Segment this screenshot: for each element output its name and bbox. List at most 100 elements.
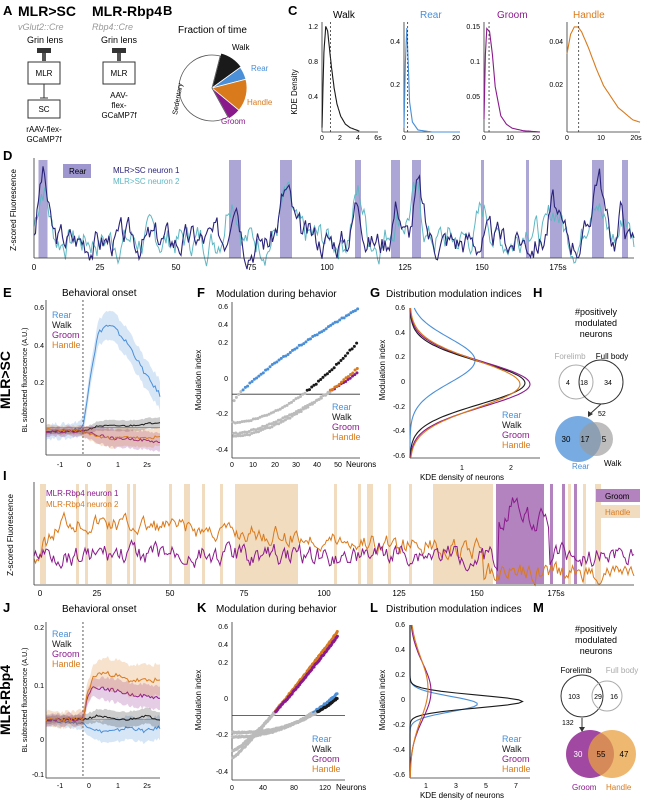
scatter-point-groom (265, 423, 269, 427)
scatter-point-handle (259, 428, 263, 432)
j-legend-handle: Handle (52, 659, 81, 669)
c1-ytick: 0.8 (308, 59, 318, 66)
legend-groom-label: Groom (605, 492, 630, 501)
scatter-point-groom (288, 413, 292, 417)
scatter-point-handle (351, 371, 355, 375)
c1-ytick: 1.2 (308, 24, 318, 31)
scatter-point-rear (266, 367, 270, 371)
scatter-point-rear (317, 331, 321, 335)
panel-letter-l: L (370, 600, 378, 615)
scatter-point-handle (248, 433, 252, 437)
scatter-point-rear (320, 330, 324, 334)
lens-icon (37, 48, 51, 53)
handle-epoch-band (106, 484, 112, 584)
h-n-rear: 30 (562, 435, 571, 444)
panel-letter-b: B (163, 3, 172, 18)
scatter-point-walk (319, 377, 323, 381)
sc-box-label: SC (38, 105, 49, 114)
d-xtick: 150 (475, 263, 489, 272)
k-xtick: 40 (259, 785, 267, 792)
c3-ytick: 0.1 (470, 59, 480, 66)
k-ytick: -0.2 (216, 732, 228, 739)
panel-f-plot (231, 302, 360, 459)
f-xtick: 20 (271, 462, 279, 469)
m-set-forelimb: Forelimb (560, 666, 592, 675)
scatter-point-rear (291, 348, 295, 352)
scatter-point-handle (299, 409, 303, 413)
mlr-box-2 (102, 61, 136, 85)
onset-mean-line-rear (45, 717, 161, 734)
scatter-point-groom (276, 418, 280, 422)
scatter-point-handle (337, 382, 341, 386)
g-ytick: 0 (401, 379, 405, 386)
h-arrow-n: 52 (598, 411, 606, 418)
scatter-point-walk (316, 379, 320, 383)
scatter-point-walk (242, 419, 246, 423)
scatter-point-handle (274, 422, 278, 426)
scatter-point-walk (305, 388, 309, 392)
scatter-point-rear (353, 309, 357, 313)
k-xlabel: Neurons (336, 783, 366, 792)
rear-epoch-band (391, 160, 400, 258)
pie-label-rear: Rear (251, 64, 269, 73)
c1-xtick: 6s (374, 135, 382, 142)
scatter-point-rear (315, 333, 319, 337)
c3-ytick: 0.05 (466, 94, 480, 101)
mlr-box-1-label: MLR (36, 69, 53, 78)
panel-j-side-label: MLR-Rbp4 (0, 665, 13, 735)
c2-ytick: 0.2 (390, 82, 400, 89)
e-ytick: 0.6 (34, 305, 44, 312)
panel-f-modulation: Modulation during behavior Modulation in… (194, 289, 376, 469)
scatter-point-rear (243, 385, 247, 389)
e-ytick: 0.4 (34, 343, 44, 350)
scatter-point-rear (333, 320, 337, 324)
f-xtick: 10 (249, 462, 257, 469)
f-xtick: 30 (292, 462, 300, 469)
venn-m-forelimb (560, 674, 604, 718)
scatter-point-handle (252, 431, 256, 435)
lens-shaft-icon (42, 53, 46, 61)
scatter-point-walk (287, 401, 291, 405)
c1-ytick: 0.4 (308, 94, 318, 101)
m-set-full: Full body (606, 666, 638, 675)
scatter-point-handle (304, 406, 308, 410)
panel-k-title: Modulation during behavior (216, 604, 337, 615)
e-xtick: 2s (143, 462, 151, 469)
panel-k-modulation: Modulation during behavior Modulation in… (194, 604, 366, 792)
f-ytick: -0.2 (216, 411, 228, 418)
c1-xtick: 2 (338, 135, 342, 142)
panel-letter-k: K (197, 600, 207, 615)
scatter-point-groom (231, 431, 235, 435)
scatter-point-handle (268, 426, 272, 430)
l-legend-groom: Groom (502, 754, 530, 764)
scatter-point-walk (343, 354, 347, 358)
l-ytick: 0.4 (395, 647, 405, 654)
panel-b-title: Fraction of time (178, 25, 247, 36)
d-xtick: 25 (96, 263, 105, 272)
scatter-point-rear (342, 316, 346, 320)
scatter-point-walk (258, 415, 262, 419)
lens-shaft-icon (117, 53, 121, 61)
scatter-point-rear (282, 355, 286, 359)
panel-a-lens-2: Grin lens (101, 35, 138, 45)
scatter-point-walk (350, 347, 354, 351)
scatter-point-handle (349, 373, 353, 377)
scatter-point-rear (347, 313, 351, 317)
scatter-point-handle (272, 423, 276, 427)
i-xtick: 150 (470, 589, 484, 598)
scatter-point-rear (250, 380, 254, 384)
scatter-point-walk (330, 368, 334, 372)
scatter-point-rear (344, 314, 348, 318)
i-xtick: 125 (392, 589, 406, 598)
rear-epoch-band (38, 160, 48, 258)
scatter-point-walk (240, 420, 244, 424)
j-xtick: -1 (57, 783, 63, 790)
k-ytick: 0.2 (218, 660, 228, 667)
scatter-point-handle (279, 420, 283, 424)
l-xtick: 5 (484, 783, 488, 790)
pie-label-groom: Groom (221, 117, 246, 126)
l-xtick: 1 (424, 783, 428, 790)
lens-icon (112, 48, 126, 53)
scatter-point-walk (263, 414, 267, 418)
m-title-3: neurons (580, 646, 613, 656)
